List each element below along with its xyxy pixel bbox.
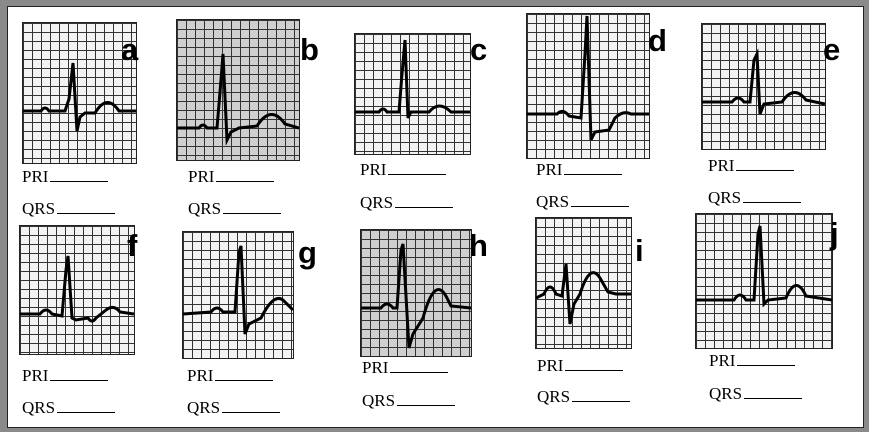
- pri-blank-h[interactable]: [390, 371, 449, 373]
- ecg-strip-h: [360, 229, 472, 357]
- panel-label-b: b: [300, 32, 319, 67]
- ecg-strip-d: [526, 13, 650, 159]
- pri-field-h: PRI: [362, 359, 449, 376]
- pri-blank-g[interactable]: [215, 379, 274, 381]
- panel-label-i: i: [635, 233, 644, 268]
- pri-field-f: PRI: [22, 367, 109, 384]
- qrs-field-e: QRS: [708, 189, 802, 206]
- qrs-field-c: QRS: [360, 194, 454, 211]
- ecg-strip-a: [22, 22, 137, 164]
- ecg-strip-e: [701, 23, 826, 150]
- qrs-blank-a[interactable]: [57, 212, 116, 214]
- qrs-field-a: QRS: [22, 200, 116, 217]
- qrs-field-f: QRS: [22, 399, 116, 416]
- qrs-blank-f[interactable]: [57, 411, 116, 413]
- qrs-field-j: QRS: [709, 385, 803, 402]
- ecg-strip-b: [176, 19, 300, 161]
- panel-label-j: j: [830, 216, 839, 251]
- pri-field-g: PRI: [187, 367, 274, 384]
- ecg-strip-f: [19, 225, 135, 355]
- qrs-blank-j[interactable]: [744, 397, 803, 399]
- pri-blank-i[interactable]: [565, 369, 624, 371]
- pri-blank-c[interactable]: [388, 173, 447, 175]
- pri-blank-j[interactable]: [737, 364, 796, 366]
- qrs-blank-e[interactable]: [743, 201, 802, 203]
- pri-blank-f[interactable]: [50, 379, 109, 381]
- pri-field-d: PRI: [536, 161, 623, 178]
- ecg-strip-i: [535, 217, 632, 349]
- panel-label-d: d: [648, 23, 667, 58]
- panel-label-h: h: [469, 228, 488, 263]
- pri-field-a: PRI: [22, 168, 109, 185]
- pri-field-c: PRI: [360, 161, 447, 178]
- panel-label-f: f: [127, 228, 138, 263]
- pri-blank-a[interactable]: [50, 180, 109, 182]
- pri-field-i: PRI: [537, 357, 624, 374]
- qrs-field-h: QRS: [362, 392, 456, 409]
- ecg-worksheet: a PRI QRS b PRI QRS c PRI QRS d PRI QRS …: [7, 6, 864, 428]
- qrs-field-d: QRS: [536, 193, 630, 210]
- pri-field-b: PRI: [188, 168, 275, 185]
- qrs-blank-d[interactable]: [571, 205, 630, 207]
- panel-label-a: a: [121, 32, 139, 67]
- pri-blank-d[interactable]: [564, 173, 623, 175]
- pri-field-j: PRI: [709, 352, 796, 369]
- qrs-field-i: QRS: [537, 388, 631, 405]
- panel-label-e: e: [823, 32, 841, 67]
- qrs-blank-i[interactable]: [572, 400, 631, 402]
- qrs-field-g: QRS: [187, 399, 281, 416]
- panel-label-g: g: [298, 235, 317, 270]
- panel-label-c: c: [470, 32, 488, 67]
- qrs-blank-h[interactable]: [397, 404, 456, 406]
- qrs-field-b: QRS: [188, 200, 282, 217]
- qrs-blank-g[interactable]: [222, 411, 281, 413]
- qrs-blank-c[interactable]: [395, 206, 454, 208]
- pri-blank-b[interactable]: [216, 180, 275, 182]
- ecg-strip-g: [182, 231, 294, 359]
- ecg-strip-c: [354, 33, 471, 155]
- pri-blank-e[interactable]: [736, 169, 795, 171]
- ecg-strip-j: [695, 213, 833, 349]
- qrs-blank-b[interactable]: [223, 212, 282, 214]
- pri-field-e: PRI: [708, 157, 795, 174]
